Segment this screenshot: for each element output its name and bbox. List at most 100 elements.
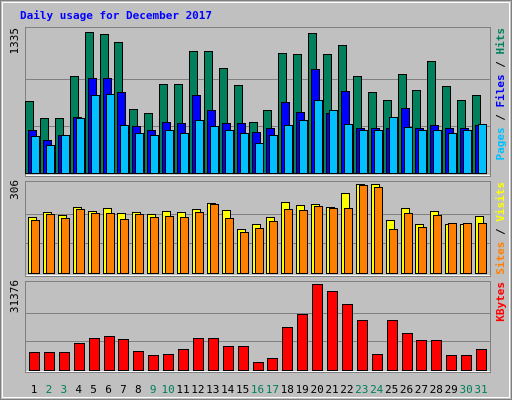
bar	[208, 338, 219, 371]
x-tick-label: 10	[161, 383, 174, 396]
bar	[210, 126, 219, 174]
legend-separator: /	[494, 55, 507, 75]
bar	[165, 130, 174, 174]
bar	[106, 94, 115, 174]
bar	[478, 124, 487, 174]
x-tick-label: 30	[459, 383, 472, 396]
bar	[267, 358, 278, 371]
bar	[374, 187, 383, 274]
x-tick-label: 5	[90, 383, 97, 396]
legend: Pages / Files / Hits	[494, 28, 507, 161]
legend-entry: Hits	[494, 28, 507, 55]
bar	[29, 352, 40, 371]
bar	[476, 349, 487, 371]
x-tick-label: 20	[310, 383, 323, 396]
bar	[282, 327, 293, 371]
bar	[433, 130, 442, 174]
y-tick-label: 306	[8, 180, 21, 200]
bar	[344, 124, 353, 174]
bar	[344, 208, 353, 274]
y-tick-label: 31376	[8, 280, 21, 313]
bar	[357, 320, 368, 371]
legend-entry: KBytes	[494, 282, 507, 322]
bar	[253, 362, 264, 371]
bar	[359, 130, 368, 174]
legend-entry: Visits	[494, 182, 507, 222]
x-tick-label: 6	[105, 383, 112, 396]
bar	[389, 229, 398, 274]
bar	[150, 217, 159, 274]
bar	[135, 214, 144, 274]
bar	[238, 346, 249, 371]
bar	[31, 220, 40, 274]
bar	[461, 355, 472, 371]
bar	[165, 216, 174, 274]
bar	[210, 204, 219, 274]
bar	[46, 214, 55, 274]
bar	[150, 135, 159, 174]
legend-separator: /	[494, 222, 507, 242]
bar	[225, 130, 234, 174]
bar	[284, 125, 293, 174]
legend: Sites / Visits	[494, 182, 507, 275]
bar	[255, 228, 264, 274]
x-tick-label: 25	[385, 383, 398, 396]
bar	[118, 339, 129, 371]
bar	[193, 338, 204, 371]
bar	[448, 223, 457, 274]
bar	[463, 223, 472, 274]
bar	[284, 209, 293, 274]
x-tick-label: 13	[206, 383, 219, 396]
bar	[431, 340, 442, 371]
x-tick-label: 12	[191, 383, 204, 396]
x-tick-label: 4	[75, 383, 82, 396]
bar	[374, 130, 383, 174]
bar	[255, 143, 264, 174]
bar	[44, 352, 55, 371]
bar	[135, 133, 144, 174]
bar	[163, 354, 174, 371]
bar	[91, 213, 100, 274]
bar	[297, 314, 308, 371]
bar	[312, 284, 323, 371]
bar	[327, 291, 338, 371]
x-tick-label: 22	[340, 383, 353, 396]
bar	[61, 218, 70, 274]
bar	[329, 208, 338, 274]
bar	[61, 135, 70, 174]
bar	[133, 351, 144, 371]
bar	[314, 100, 323, 174]
bar	[89, 338, 100, 371]
legend: KBytes	[494, 282, 507, 322]
bar	[76, 118, 85, 174]
x-tick-label: 17	[266, 383, 279, 396]
bar	[299, 210, 308, 274]
x-tick-label: 18	[281, 383, 294, 396]
legend-separator: /	[494, 108, 507, 128]
bar	[389, 117, 398, 174]
x-tick-label: 24	[370, 383, 384, 396]
x-tick-label: 3	[60, 383, 67, 396]
bar	[148, 355, 159, 371]
x-tick-label: 14	[221, 383, 235, 396]
bar	[178, 349, 189, 371]
bar	[46, 145, 55, 174]
bar	[329, 110, 338, 174]
bar	[269, 135, 278, 174]
bar	[387, 320, 398, 371]
x-tick-label: 8	[135, 383, 142, 396]
x-tick-label: 15	[236, 383, 249, 396]
bar	[418, 130, 427, 174]
bar	[372, 354, 383, 371]
bar	[180, 217, 189, 274]
x-tick-label: 27	[415, 383, 428, 396]
bar	[402, 333, 413, 371]
bar	[120, 125, 129, 174]
legend-entry: Sites	[494, 242, 507, 275]
bar	[404, 213, 413, 274]
x-tick-label: 29	[445, 383, 458, 396]
bar	[225, 218, 234, 274]
x-tick-label: 28	[430, 383, 443, 396]
